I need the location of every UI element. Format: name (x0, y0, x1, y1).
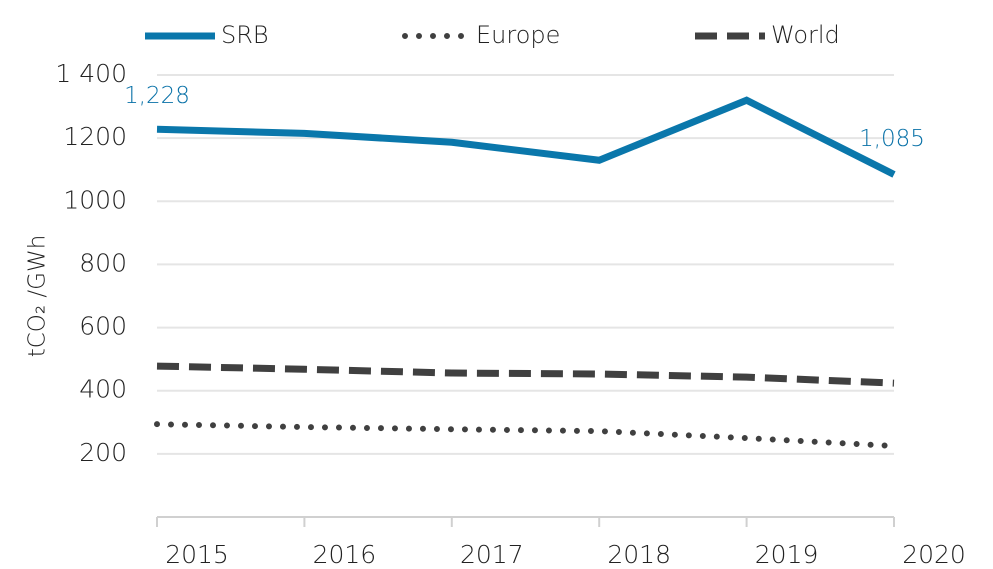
value-label: 1,085 (859, 126, 925, 152)
y-tick-label: 1 400 (55, 59, 127, 88)
series-line (156, 362, 895, 387)
x-tick-label: 2017 (460, 540, 524, 569)
x-tick-label: 2016 (313, 540, 377, 569)
value-label: 1,228 (124, 83, 190, 109)
y-tick-label: 800 (79, 248, 127, 277)
x-tick-label: 2018 (607, 540, 671, 569)
x-tick-label: 2015 (165, 540, 229, 569)
legend-label: Europe (476, 21, 560, 49)
series-line (156, 96, 896, 178)
x-tick-label: 2019 (755, 540, 819, 569)
legend-label: SRB (221, 21, 269, 49)
y-tick-label: 1200 (63, 122, 127, 151)
y-tick-label: 1000 (63, 185, 127, 214)
y-tick-label: 600 (79, 312, 127, 341)
x-tick-label: 2020 (902, 540, 966, 569)
y-tick-label: 200 (79, 438, 127, 467)
y-axis-title: tCO₂ /GWh (25, 235, 51, 358)
series-line (154, 421, 897, 449)
legend-label: World (771, 21, 840, 49)
y-tick-label: 400 (79, 375, 127, 404)
